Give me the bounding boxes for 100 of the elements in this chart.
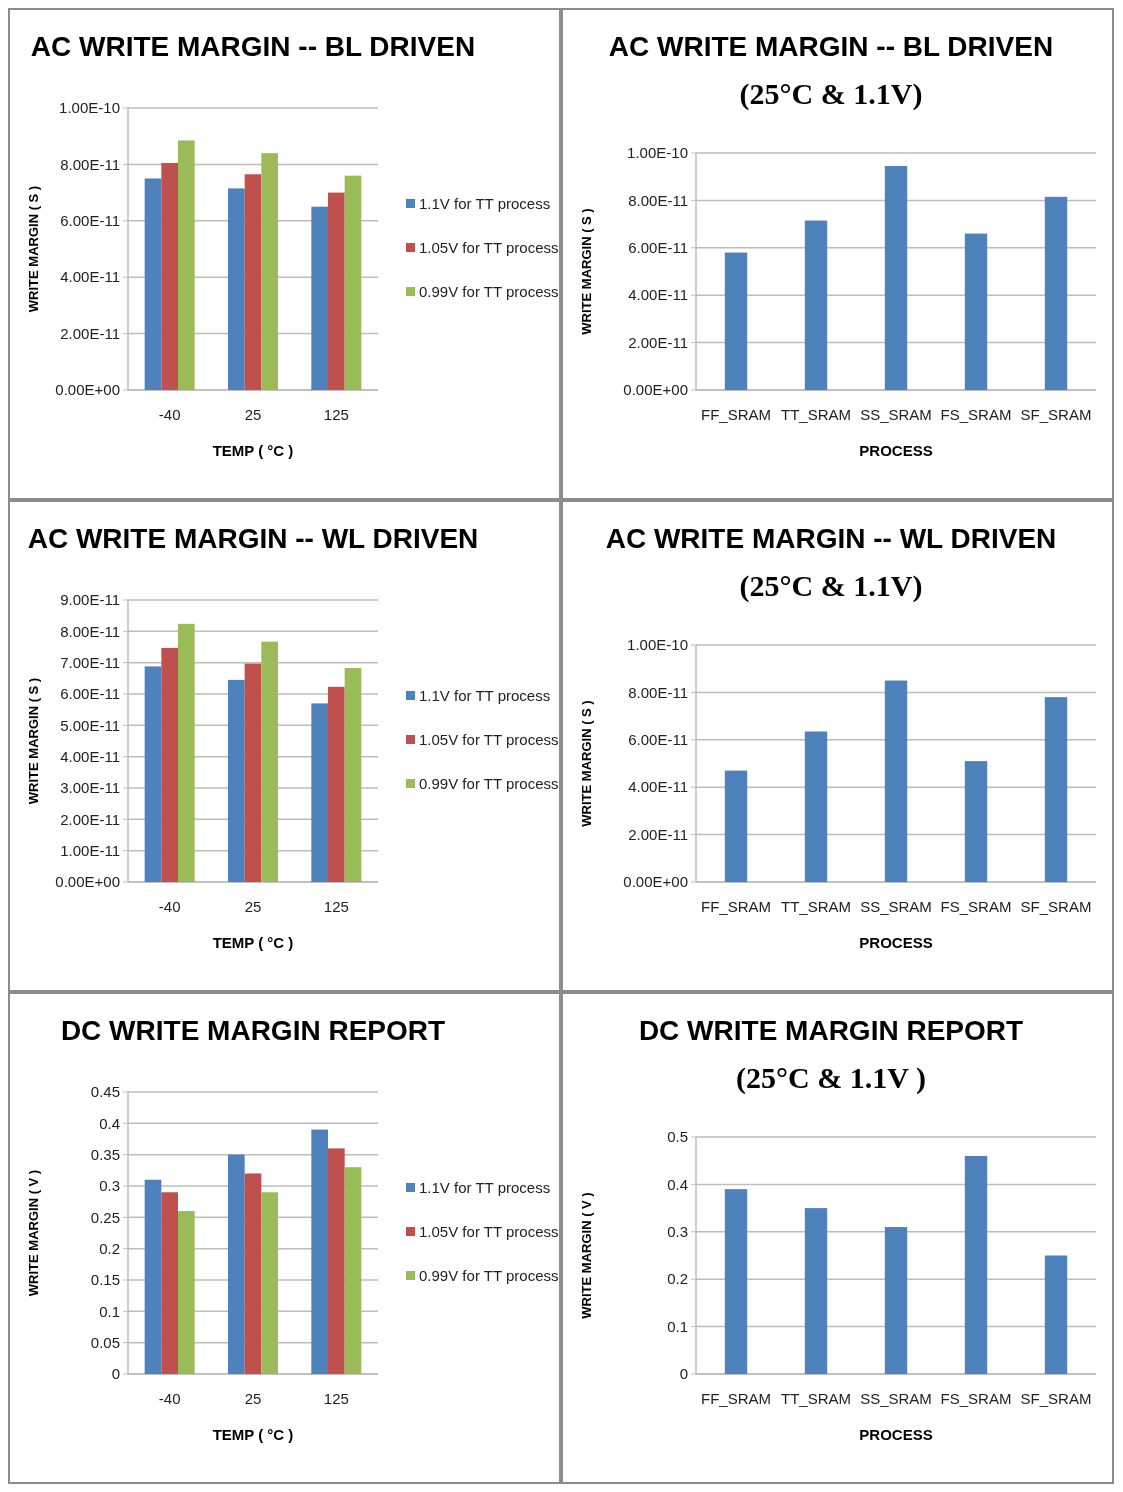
legend-label: 1.1V for TT process: [419, 687, 551, 705]
x-tick-label: SF_SRAM: [1020, 1390, 1092, 1407]
y-tick-label: 0.2: [667, 1270, 688, 1288]
y-tick-label: 8.00E-11: [628, 191, 688, 209]
chart-title: DC WRITE MARGIN REPORT: [60, 1015, 446, 1046]
bar: [1044, 1255, 1068, 1374]
y-tick-label: 0.05: [90, 1333, 120, 1351]
y-tick-label: 1.00E-10: [627, 144, 688, 162]
x-tick-label: SS_SRAM: [860, 898, 932, 915]
y-tick-label: 0.45: [90, 1083, 120, 1101]
x-tick-label: -40: [158, 1390, 181, 1407]
chart-subtitle: (25°C & 1.1V): [739, 569, 923, 603]
chart-title: AC WRITE MARGIN -- WL DRIVEN: [27, 523, 479, 554]
y-tick-label: 8.00E-11: [60, 155, 120, 173]
y-axis-title: WRITE MARGIN ( V ): [26, 1169, 41, 1297]
y-tick-label: 0.00E+00: [623, 873, 688, 891]
chart-subtitle: (25°C & 1.1V): [739, 77, 923, 111]
x-tick-label: TT_SRAM: [780, 1390, 852, 1407]
bar: [244, 1173, 262, 1374]
chart-title: AC WRITE MARGIN -- WL DRIVEN: [605, 523, 1057, 554]
chart-title: AC WRITE MARGIN -- BL DRIVEN: [608, 31, 1054, 62]
y-tick-label: 0.4: [99, 1114, 120, 1132]
x-tick-label: SS_SRAM: [860, 406, 932, 423]
y-tick-label: 6.00E-11: [60, 212, 120, 230]
y-tick-label: 2.00E-11: [628, 825, 688, 843]
y-tick-label: 0.4: [667, 1175, 688, 1193]
y-tick-label: 0: [111, 1365, 120, 1383]
bar: [311, 1129, 328, 1374]
y-tick-label: 0.1: [99, 1302, 120, 1320]
bar: [804, 1208, 828, 1374]
y-tick-label: 0.15: [90, 1271, 120, 1289]
bar: [161, 1192, 178, 1374]
x-axis-title: TEMP ( °C ): [212, 442, 294, 459]
y-tick-label: 8.00E-11: [628, 683, 688, 701]
bar: [228, 1154, 245, 1374]
bar: [884, 1227, 908, 1374]
y-axis-title: WRITE MARGIN ( V ): [579, 1192, 594, 1319]
x-axis-title: PROCESS: [859, 442, 933, 459]
x-tick-label: FS_SRAM: [940, 406, 1012, 423]
chart-title: DC WRITE MARGIN REPORT: [638, 1015, 1024, 1046]
y-tick-label: 7.00E-11: [60, 653, 120, 671]
x-tick-label: TT_SRAM: [780, 406, 852, 423]
legend-label: 0.99V for TT process: [419, 283, 559, 301]
x-tick-label: FS_SRAM: [940, 898, 1012, 915]
y-tick-label: 4.00E-11: [628, 778, 688, 796]
y-tick-label: 5.00E-11: [60, 716, 120, 734]
legend-label: 1.05V for TT process: [419, 731, 559, 749]
legend-label: 0.99V for TT process: [419, 1267, 559, 1285]
bar: [724, 1189, 748, 1374]
x-tick-label: 25: [244, 1390, 262, 1407]
y-tick-label: 0.1: [667, 1317, 688, 1335]
x-tick-label: 125: [323, 1390, 349, 1407]
y-tick-label: 0.25: [90, 1208, 120, 1226]
chart-title: AC WRITE MARGIN -- BL DRIVEN: [30, 31, 476, 62]
bar: [328, 1148, 345, 1374]
y-tick-label: 0.2: [99, 1239, 120, 1257]
x-tick-label: 25: [244, 898, 262, 915]
y-tick-label: 1.00E-11: [60, 841, 120, 859]
y-tick-label: 3.00E-11: [60, 779, 120, 797]
y-axis-title: WRITE MARGIN ( S ): [579, 208, 594, 335]
y-tick-label: 0.35: [90, 1145, 120, 1163]
y-axis-title: WRITE MARGIN ( S ): [26, 677, 41, 805]
x-axis-title: TEMP ( °C ): [212, 1426, 294, 1443]
y-tick-label: 4.00E-11: [60, 268, 120, 286]
x-tick-label: SF_SRAM: [1020, 898, 1092, 915]
y-tick-label: 8.00E-11: [60, 622, 120, 640]
chart-subtitle: (25°C & 1.1V ): [736, 1061, 926, 1095]
legend-label: 1.05V for TT process: [419, 1223, 559, 1241]
legend-label: 1.05V for TT process: [419, 239, 559, 257]
y-tick-label: 0.5: [667, 1128, 688, 1146]
y-tick-label: 2.00E-11: [60, 810, 120, 828]
bar: [964, 1155, 988, 1374]
x-tick-label: FF_SRAM: [700, 406, 772, 423]
bar: [261, 1192, 278, 1374]
y-tick-label: 6.00E-11: [628, 239, 688, 257]
y-tick-label: 0.3: [99, 1177, 120, 1195]
x-tick-label: SF_SRAM: [1020, 406, 1092, 423]
y-tick-label: 1.00E-10: [59, 99, 120, 117]
legend-label: 1.1V for TT process: [419, 1179, 551, 1197]
bar: [344, 1167, 362, 1374]
x-tick-label: -40: [158, 898, 181, 915]
legend-label: 0.99V for TT process: [419, 775, 559, 793]
x-axis-title: PROCESS: [859, 934, 933, 951]
x-tick-label: TT_SRAM: [780, 898, 852, 915]
x-tick-label: 25: [244, 406, 262, 423]
y-axis-title: WRITE MARGIN ( S ): [26, 185, 41, 313]
y-tick-label: 0.00E+00: [55, 381, 120, 399]
x-tick-label: -40: [158, 406, 181, 423]
y-tick-label: 0.00E+00: [55, 873, 120, 891]
x-tick-label: FF_SRAM: [700, 898, 772, 915]
y-tick-label: 4.00E-11: [628, 286, 688, 304]
x-axis-title: TEMP ( °C ): [212, 934, 294, 951]
x-axis-title: PROCESS: [859, 1426, 933, 1443]
x-tick-label: 125: [323, 406, 349, 423]
y-tick-label: 4.00E-11: [60, 747, 120, 765]
x-tick-label: 125: [323, 898, 349, 915]
y-tick-label: 0: [679, 1365, 688, 1383]
legend-label: 1.1V for TT process: [419, 195, 551, 213]
y-tick-label: 0.3: [667, 1223, 688, 1241]
x-tick-label: SS_SRAM: [860, 1390, 932, 1407]
